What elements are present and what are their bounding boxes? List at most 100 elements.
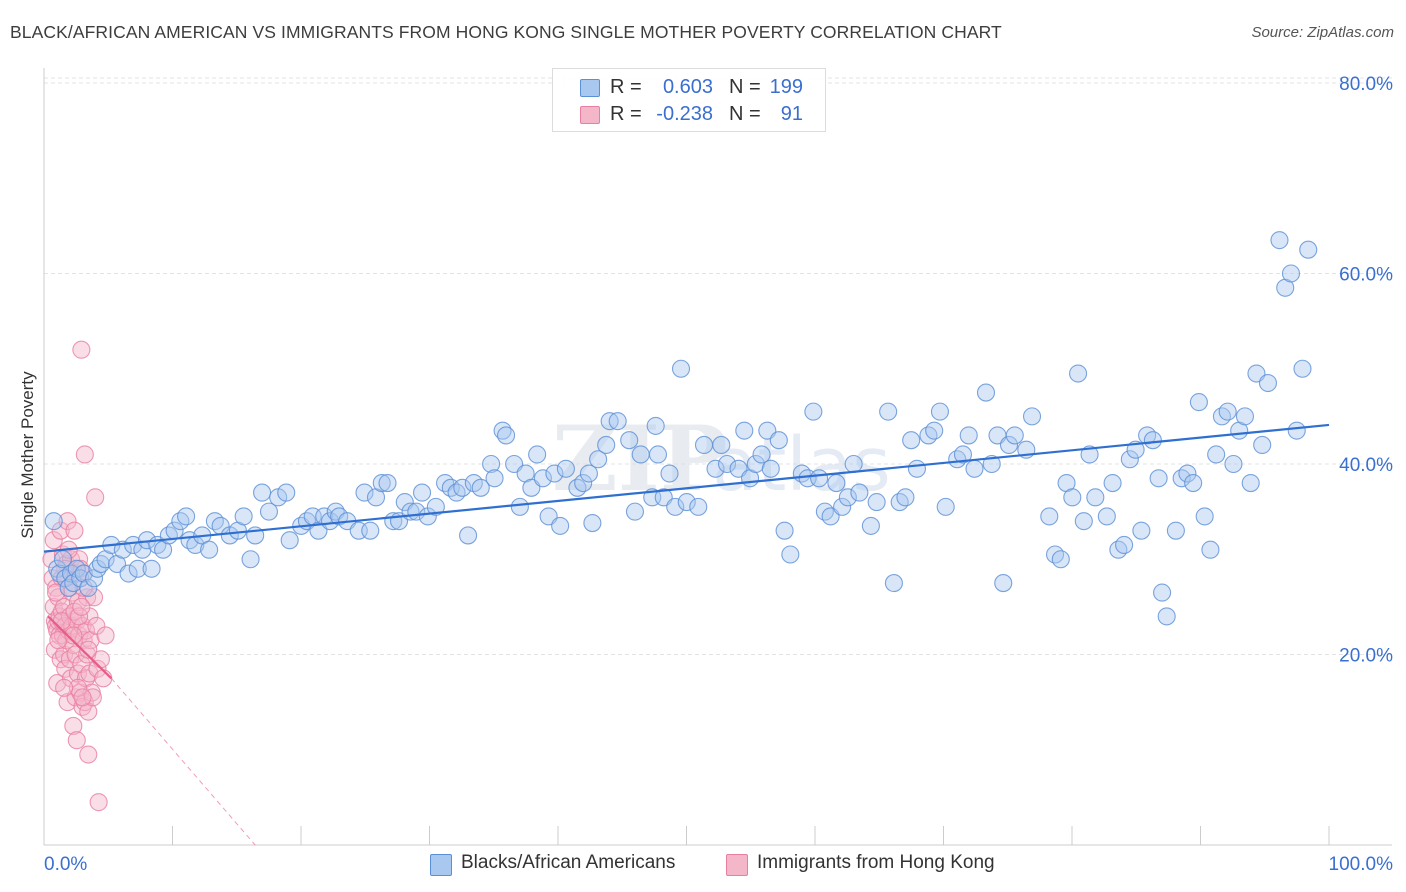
blue-point	[769, 431, 788, 450]
blue-point	[355, 483, 374, 502]
blue-point	[447, 483, 466, 502]
blue-point	[1241, 473, 1260, 493]
blue-point	[930, 402, 950, 421]
blue-point	[556, 459, 575, 478]
blue-point	[827, 473, 846, 493]
blue-point	[850, 483, 869, 502]
blue-point	[551, 516, 570, 535]
blue-point	[1281, 264, 1301, 283]
blue-point	[1080, 445, 1099, 464]
blue-point	[1157, 607, 1176, 626]
blue-point	[1063, 488, 1082, 507]
blue-point	[838, 488, 857, 507]
blue-point	[689, 497, 708, 516]
blue-point	[1115, 535, 1134, 555]
x-tick-label: 0.0%	[44, 854, 87, 875]
blue-point	[752, 445, 771, 464]
stats-row-pink: R = -0.238 N = 91	[553, 101, 825, 127]
blue-point	[631, 445, 650, 464]
blue-point	[902, 431, 921, 450]
pink-point	[94, 669, 113, 688]
blue-point	[815, 502, 834, 521]
pink-point	[68, 678, 87, 697]
blue-point	[1051, 550, 1070, 569]
pink-point	[75, 445, 94, 464]
blue-point	[976, 383, 996, 402]
blue-point	[896, 488, 915, 507]
blue-point	[241, 550, 260, 569]
blue-point	[1022, 407, 1042, 426]
source-credit: Source: ZipAtlas.com	[1251, 24, 1394, 41]
blue-point	[1045, 545, 1065, 564]
pink-point	[83, 688, 102, 707]
stats-swatch-pink	[580, 106, 600, 124]
blue-point	[200, 540, 219, 559]
blue-point	[660, 464, 679, 483]
blue-point	[1178, 464, 1197, 483]
pink-point	[88, 659, 107, 678]
blue-point	[74, 564, 93, 583]
blue-point	[671, 359, 691, 378]
blue-point	[119, 564, 138, 583]
blue-point	[1235, 407, 1254, 426]
blue-point	[833, 497, 852, 516]
stats-box: R = 0.603 N = 199 R = -0.238 N = 91	[552, 68, 826, 132]
blue-point	[948, 450, 967, 469]
blue-point	[646, 416, 665, 435]
blue-point	[1293, 359, 1312, 378]
pink-point	[89, 793, 108, 812]
pink-point	[79, 745, 98, 764]
blue-point	[999, 435, 1019, 455]
blue-point	[1207, 445, 1226, 464]
pink-point	[51, 521, 70, 540]
svg-text:ZIP: ZIP	[552, 406, 727, 512]
blue-point	[113, 540, 132, 559]
blue-point	[253, 483, 272, 502]
blue-point	[485, 469, 504, 488]
blue-point	[510, 497, 529, 516]
blue-series-points	[44, 231, 1318, 626]
blue-point	[426, 497, 445, 516]
blue-point	[471, 478, 490, 497]
blue-point	[372, 473, 391, 493]
pink-point	[87, 616, 106, 635]
blue-point	[205, 512, 224, 531]
r-label: R =	[610, 103, 642, 125]
y-tick-label: 60.0%	[1339, 265, 1393, 286]
axes	[43, 68, 1392, 846]
x-tick-label: 100.0%	[1329, 854, 1394, 875]
blue-point	[1120, 450, 1139, 469]
pink-point	[65, 521, 84, 540]
pink-point	[60, 650, 79, 669]
blue-point	[982, 454, 1001, 474]
blue-point	[528, 445, 547, 464]
blue-point	[936, 497, 955, 516]
blue-point	[781, 545, 800, 564]
blue-point	[44, 512, 63, 531]
blue-point	[453, 478, 472, 497]
blue-point	[1005, 426, 1024, 445]
blue-point	[884, 574, 903, 593]
tick-labels: 20.0% 40.0% 60.0% 80.0% 0.0% 100.0%	[44, 74, 1393, 875]
blue-point	[1270, 231, 1289, 250]
blue-point	[879, 402, 898, 421]
blue-point	[804, 402, 823, 421]
blue-point	[1132, 521, 1151, 540]
blue-point	[1224, 454, 1243, 474]
pink-point	[73, 688, 92, 707]
blue-point	[1103, 473, 1122, 493]
pink-point	[96, 626, 115, 645]
blue-point	[1253, 435, 1272, 455]
blue-point	[124, 535, 143, 555]
blue-point	[1218, 402, 1237, 421]
n-label: N =	[729, 76, 761, 98]
y-tick-label: 80.0%	[1339, 74, 1393, 95]
blue-point	[1143, 431, 1162, 450]
blue-point	[735, 421, 754, 440]
blue-point	[579, 464, 598, 483]
blue-point	[1184, 473, 1203, 493]
blue-point	[1201, 540, 1220, 559]
pink-point	[67, 731, 86, 750]
blue-point	[1258, 373, 1278, 393]
blue-point	[712, 435, 731, 455]
